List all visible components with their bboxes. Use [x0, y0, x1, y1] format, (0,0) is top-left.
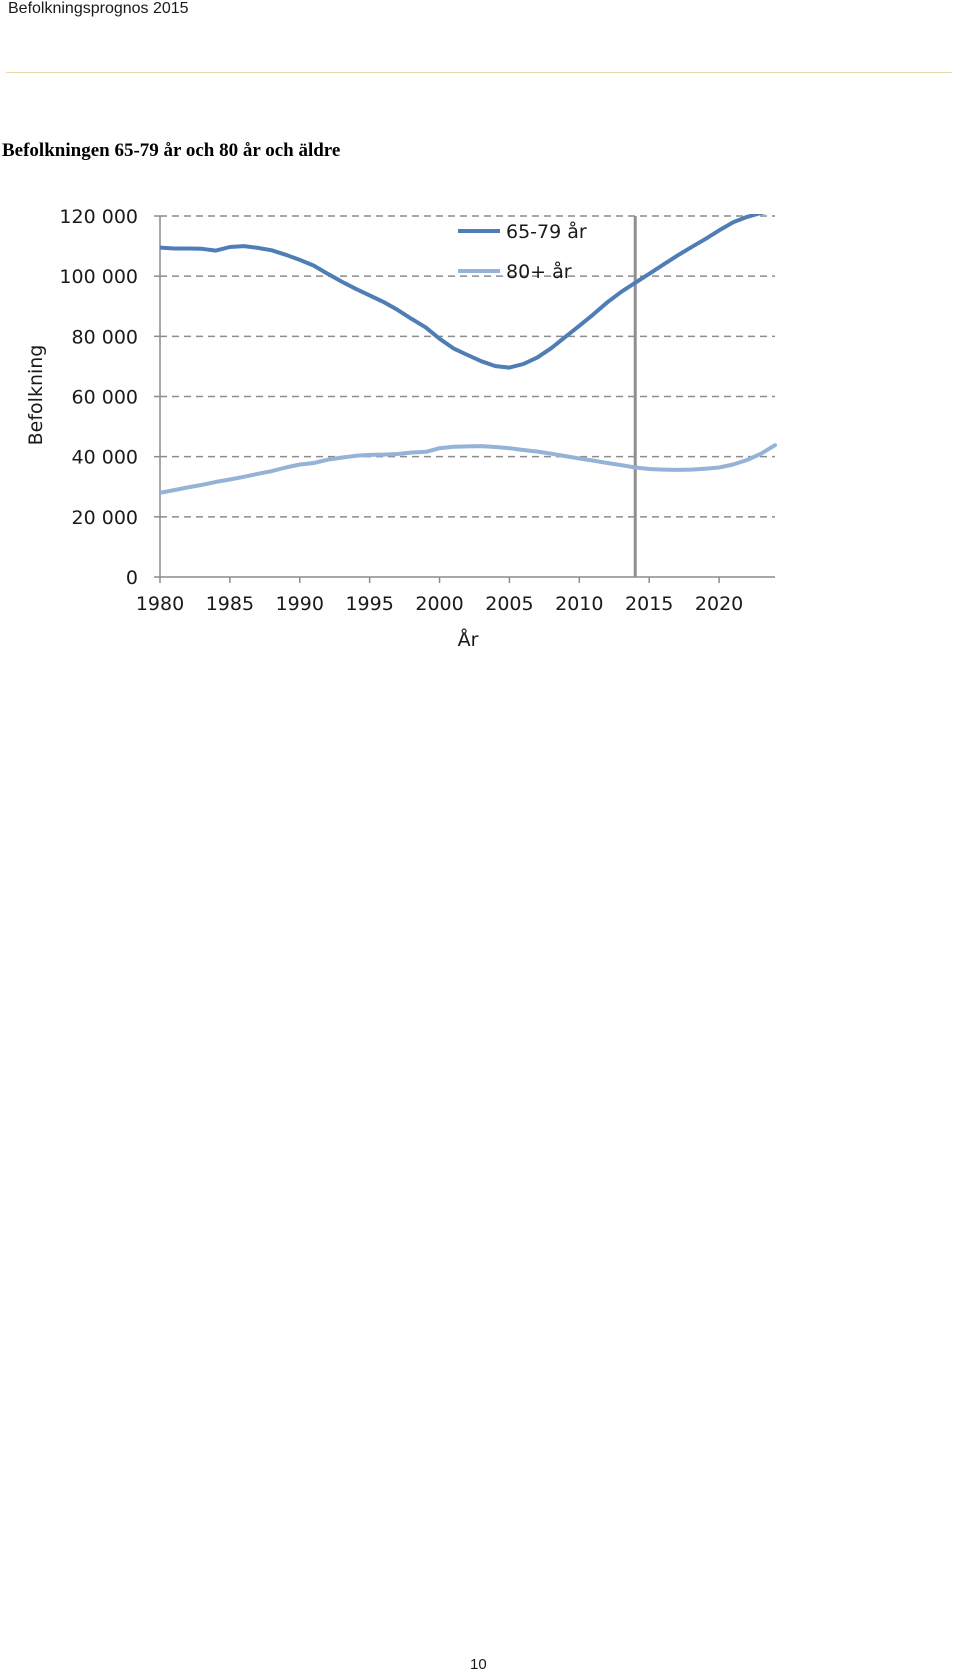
y-tick-label: 20 000	[72, 507, 138, 529]
grid-lines	[160, 215, 775, 518]
y-tick-label: 100 000	[59, 266, 138, 288]
header-divider	[6, 72, 952, 73]
y-axis-title: Befolkning	[25, 345, 47, 446]
section-title: Befolkningen 65-79 år och 80 år och äldr…	[2, 140, 341, 161]
series-line-80plus	[160, 443, 777, 495]
legend-label: 80+ år	[506, 260, 572, 283]
x-tick-label: 1985	[206, 593, 254, 615]
series-line-65-79	[160, 214, 766, 370]
axes: 0 20 000 40 000 60 000 80 000 100 000 120 000 1…	[59, 206, 775, 615]
page-number: 10	[470, 1656, 487, 1673]
y-tick-label: 40 000	[72, 447, 138, 469]
x-tick-label: 2010	[555, 593, 603, 615]
y-tick-label: 80 000	[72, 326, 138, 348]
x-tick-label: 1980	[136, 593, 184, 615]
x-tick-label: 2020	[695, 593, 743, 615]
x-tick-label: 2005	[485, 593, 533, 615]
legend-label: 65-79 år	[506, 220, 587, 243]
running-header: Befolkningsprognos 2015	[8, 0, 189, 17]
x-axis-title: År	[458, 628, 479, 651]
x-tick-label: 2015	[625, 593, 673, 615]
population-line-chart: 0 20 000 40 000 60 000 80 000 100 000 120 000 1…	[25, 206, 777, 651]
legend: 65-79 år 80+ år	[458, 220, 587, 283]
x-tick-label: 2000	[415, 593, 463, 615]
y-tick-label: 60 000	[72, 387, 138, 409]
x-tick-label: 1995	[345, 593, 393, 615]
series-lines	[160, 214, 777, 495]
y-tick-label: 0	[126, 567, 138, 589]
x-tick-label: 1990	[276, 593, 324, 615]
y-tick-label: 120 000	[59, 206, 138, 228]
